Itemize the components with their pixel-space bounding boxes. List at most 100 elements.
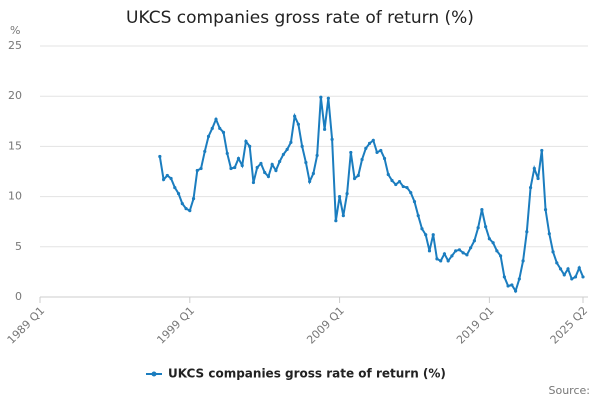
point [225, 151, 229, 156]
point [499, 254, 503, 258]
point [386, 172, 390, 177]
point [525, 230, 529, 234]
point [379, 148, 383, 153]
y-tick-label: 25 [8, 39, 22, 52]
point [300, 144, 304, 148]
point [439, 259, 443, 263]
point [461, 251, 465, 255]
point [356, 173, 360, 178]
x-tick-label: 2025 Q2 [548, 304, 591, 347]
point [319, 95, 323, 99]
point [442, 252, 447, 256]
point [424, 233, 428, 237]
point [469, 246, 473, 250]
point [536, 176, 540, 181]
point [352, 176, 357, 181]
point [487, 237, 491, 241]
point [326, 96, 330, 100]
y-tick-label: 20 [8, 89, 22, 102]
point [289, 140, 293, 144]
point [263, 170, 267, 175]
point [229, 166, 233, 171]
point [184, 207, 188, 211]
point [337, 195, 342, 199]
point [308, 179, 312, 184]
point [315, 153, 319, 158]
legend-label: UKCS companies gross rate of return (%) [168, 367, 446, 381]
point [502, 275, 506, 279]
point [510, 283, 514, 287]
point [323, 127, 327, 131]
point [416, 214, 420, 218]
point [450, 254, 454, 258]
point [285, 147, 289, 152]
point [210, 126, 214, 130]
point [555, 261, 559, 265]
point [165, 173, 169, 178]
point [390, 178, 394, 183]
point [248, 144, 252, 148]
point [251, 180, 256, 185]
point [195, 168, 199, 173]
point [480, 208, 484, 212]
point [341, 214, 345, 218]
legend-marker [151, 371, 157, 377]
point [394, 182, 398, 187]
point [435, 257, 439, 261]
point [233, 165, 237, 170]
point [547, 232, 551, 236]
point [203, 149, 207, 154]
point [169, 176, 173, 181]
point [581, 275, 585, 279]
point [562, 273, 566, 277]
point [573, 275, 578, 279]
point [532, 166, 536, 171]
point [158, 154, 162, 159]
point [176, 191, 181, 196]
point [484, 225, 488, 229]
point [180, 202, 184, 206]
y-tick-label: 0 [15, 290, 22, 303]
point [266, 174, 271, 179]
chart-title: UKCS companies gross rate of return (%) [126, 8, 474, 28]
point [191, 197, 196, 201]
point [401, 184, 405, 189]
point [420, 227, 424, 231]
point [540, 148, 544, 153]
point [255, 165, 259, 170]
point [364, 146, 368, 151]
point [330, 137, 334, 141]
point [382, 156, 387, 161]
point [409, 190, 413, 195]
point [334, 219, 338, 223]
point [528, 185, 533, 190]
point [371, 138, 375, 142]
point [173, 185, 177, 190]
point [457, 248, 462, 252]
point [304, 160, 308, 165]
x-tick-label: 2009 Q1 [304, 304, 347, 347]
point [281, 152, 286, 157]
point [188, 209, 192, 213]
point [476, 226, 480, 230]
source-label: Source: [549, 384, 591, 397]
point [375, 150, 379, 155]
point [367, 141, 372, 145]
point [206, 134, 211, 138]
x-tick-label: 1999 Q1 [154, 304, 197, 347]
point [293, 114, 297, 118]
point [397, 179, 402, 184]
point [551, 250, 555, 254]
x-tick-label: 1989 Q1 [5, 304, 48, 347]
series-line [158, 97, 584, 294]
point [236, 156, 241, 161]
point [446, 259, 450, 263]
point [431, 233, 435, 237]
point [566, 267, 570, 271]
x-tick-label: 2019 Q1 [454, 304, 497, 347]
point [472, 239, 476, 243]
y-tick-label: 5 [15, 240, 22, 253]
point [345, 191, 349, 196]
point [214, 117, 218, 121]
